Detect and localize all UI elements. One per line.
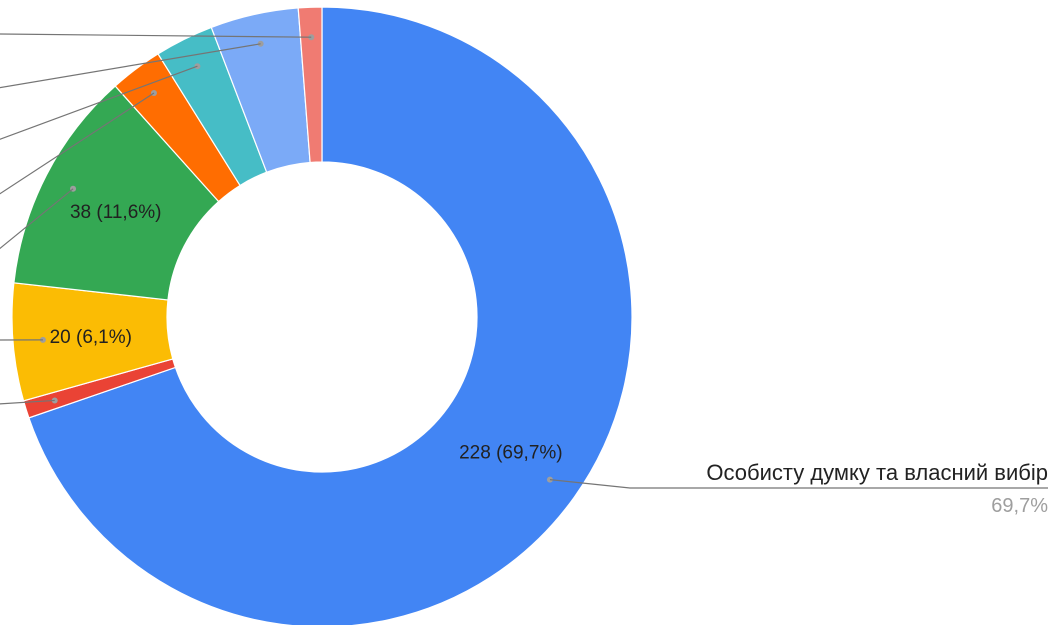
labels-layer: 228 (69,7%) Особисту думку та власний виб… xyxy=(50,202,1049,517)
slice-7[interactable] xyxy=(297,6,323,164)
leader-line-1 xyxy=(0,399,55,405)
leader-line-6 xyxy=(0,43,261,89)
leader-line-5 xyxy=(0,65,198,140)
leader-line-7 xyxy=(0,33,312,38)
leader-line-3 xyxy=(0,188,74,250)
slice-label-3: 38 (11,6%) xyxy=(70,202,162,223)
slice-label-0: 228 (69,7%) xyxy=(459,443,563,464)
leader-line-4 xyxy=(0,92,155,195)
slice-3[interactable] xyxy=(13,85,220,301)
leader-line-0 xyxy=(549,479,1048,489)
legend-label-0: Особисту думку та власний вибір xyxy=(706,460,1048,485)
slices-layer xyxy=(11,6,633,625)
slice-0[interactable] xyxy=(28,6,633,625)
leader-lines-layer xyxy=(0,33,1048,489)
slice-label-2: 20 (6,1%) xyxy=(50,327,132,348)
legend-percent-0: 69,7% xyxy=(991,495,1048,517)
